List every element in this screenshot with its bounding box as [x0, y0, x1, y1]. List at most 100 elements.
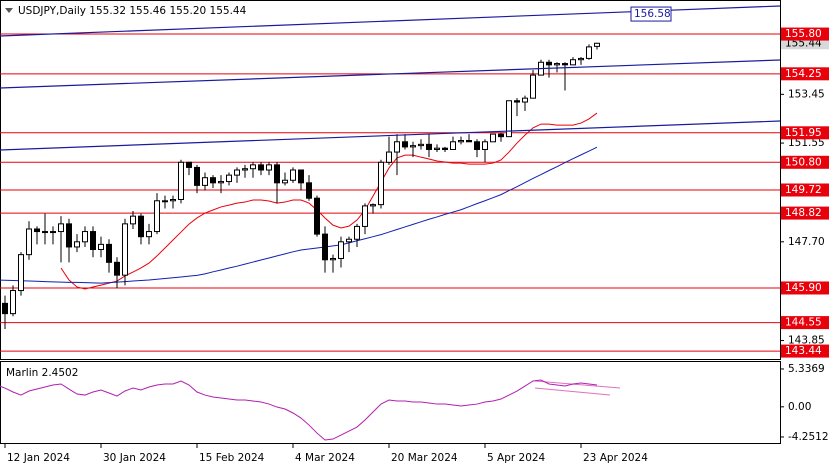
- candle-body: [290, 169, 296, 181]
- level-label: 145.90: [785, 282, 822, 294]
- level-label-box: [781, 316, 829, 330]
- candle-body: [546, 61, 552, 66]
- y-tick-label: 5.3369: [788, 363, 825, 375]
- main-pane: [0, 33, 780, 352]
- divergence-line: [534, 387, 611, 396]
- candle-body: [434, 147, 440, 150]
- channel-line: [0, 120, 780, 151]
- level-label-box: [781, 206, 829, 220]
- candle-body: [42, 231, 48, 234]
- candle-body: [26, 228, 32, 256]
- candle-body: [242, 168, 248, 171]
- divergence-line: [534, 380, 621, 389]
- indicator-pane-frame: [0, 361, 781, 444]
- candle-body: [562, 63, 568, 66]
- candle-body: [266, 164, 272, 171]
- candle-body: [170, 198, 176, 202]
- candle-body: [34, 228, 40, 233]
- candle-body: [362, 205, 368, 227]
- candle-body: [586, 46, 592, 59]
- level-label-box: [781, 155, 829, 169]
- candle-body: [482, 141, 488, 150]
- candle-body: [370, 204, 376, 207]
- x-tick-label: 12 Jan 2024: [7, 452, 70, 464]
- candle-body: [66, 223, 72, 248]
- channel: [0, 5, 780, 151]
- candle-body: [394, 141, 400, 153]
- price-marker-box: [630, 6, 672, 22]
- candle-body: [106, 243, 112, 263]
- channel-line: [0, 59, 780, 89]
- main-pane-frame: [0, 0, 781, 360]
- candle-body: [178, 161, 184, 200]
- candle-body: [10, 290, 16, 315]
- candle-body: [322, 233, 328, 261]
- candle-body: [466, 140, 472, 143]
- candle-body: [426, 143, 432, 150]
- candle-body: [218, 181, 224, 184]
- axes: 153.45151.55147.70143.85155.44155.80154.…: [4, 5, 829, 464]
- indicator-line: [0, 379, 598, 441]
- candle-body: [58, 223, 64, 233]
- x-tick-label: 15 Feb 2024: [199, 452, 265, 464]
- candle-body: [450, 141, 456, 150]
- candle-body: [578, 57, 584, 61]
- x-tick-label: 23 Apr 2024: [583, 452, 648, 464]
- candle-body: [2, 302, 8, 315]
- indicator-title: Marlin 2.4502: [6, 367, 78, 379]
- y-tick-label: 0.00: [788, 401, 811, 413]
- candle-body: [498, 133, 504, 138]
- x-tick-label: 4 Mar 2024: [295, 452, 355, 464]
- level-label: 150.80: [785, 156, 822, 168]
- moving-average: [60, 112, 598, 290]
- y-tick-label: 147.70: [788, 236, 825, 248]
- x-tick-label: 30 Jan 2024: [103, 452, 166, 464]
- candle-body: [354, 225, 360, 240]
- candle-body: [250, 164, 256, 170]
- level-label-box: [781, 126, 829, 140]
- level-label: 151.95: [785, 127, 822, 139]
- candle-body: [306, 182, 312, 199]
- candle-body: [282, 179, 288, 184]
- level-label: 149.72: [785, 184, 822, 196]
- candle-body: [506, 100, 512, 138]
- candle-body: [514, 100, 520, 103]
- candle-body: [386, 151, 392, 163]
- candle-body: [130, 215, 136, 225]
- candle-body: [474, 141, 480, 150]
- candle-body: [314, 197, 320, 235]
- candle-body: [418, 143, 424, 147]
- chart-title: USDJPY,Daily 155.32 155.46 155.20 155.44: [18, 5, 247, 17]
- level-label-box: [781, 183, 829, 197]
- candle-body: [138, 215, 144, 238]
- level-label: 148.82: [785, 207, 822, 219]
- candle-body: [410, 145, 416, 148]
- candle-body: [154, 200, 160, 233]
- candle-body: [338, 241, 344, 259]
- candle-body: [82, 231, 88, 243]
- candle-body: [122, 223, 128, 276]
- candle-body: [594, 42, 600, 47]
- candle-body: [442, 147, 448, 150]
- candle-body: [50, 231, 56, 234]
- candle-body: [194, 166, 200, 186]
- candle-body: [210, 177, 216, 184]
- candle-body: [162, 200, 168, 203]
- candle-body: [98, 243, 104, 251]
- candle-body: [554, 63, 560, 66]
- candle-body: [226, 174, 232, 183]
- level-label-box: [781, 281, 829, 295]
- candle-body: [298, 169, 304, 184]
- level-label: 143.44: [785, 345, 822, 357]
- x-tick-label: 20 Mar 2024: [391, 452, 458, 464]
- candle-body: [458, 140, 464, 143]
- y-tick-label: 151.55: [788, 137, 825, 149]
- price-marker-label: 156.58: [634, 8, 671, 20]
- x-tick-label: 5 Apr 2024: [487, 452, 546, 464]
- candle-body: [74, 241, 80, 248]
- candle-body: [346, 238, 352, 243]
- level-label: 154.25: [785, 68, 822, 80]
- candle-body: [274, 164, 280, 184]
